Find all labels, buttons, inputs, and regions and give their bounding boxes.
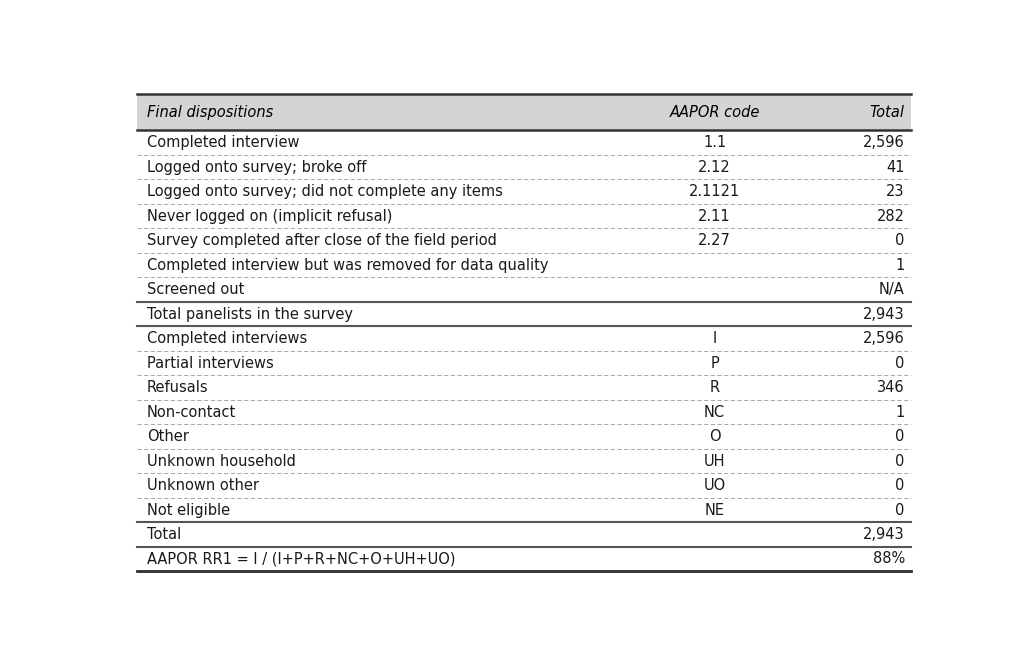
- Text: NC: NC: [704, 405, 725, 420]
- Text: 0: 0: [895, 478, 905, 493]
- Text: I: I: [712, 331, 717, 346]
- Text: Final dispositions: Final dispositions: [147, 105, 273, 120]
- Text: N/A: N/A: [879, 282, 905, 297]
- Text: 1.1: 1.1: [703, 135, 726, 150]
- Text: Never logged on (implicit refusal): Never logged on (implicit refusal): [147, 209, 392, 224]
- Text: Survey completed after close of the field period: Survey completed after close of the fiel…: [147, 233, 497, 248]
- Text: Logged onto survey; broke off: Logged onto survey; broke off: [147, 160, 366, 175]
- Text: 23: 23: [886, 184, 905, 199]
- Text: Total: Total: [870, 105, 905, 120]
- Text: 41: 41: [886, 160, 905, 175]
- Text: 282: 282: [877, 209, 905, 224]
- Text: 2,943: 2,943: [863, 527, 905, 542]
- Text: Completed interview: Completed interview: [147, 135, 300, 150]
- Bar: [137, 95, 911, 130]
- Text: 0: 0: [895, 355, 905, 370]
- Text: Non-contact: Non-contact: [147, 405, 236, 420]
- Text: 2,596: 2,596: [863, 135, 905, 150]
- Text: Total: Total: [147, 527, 181, 542]
- Text: AAPOR code: AAPOR code: [669, 105, 760, 120]
- Text: Completed interview but was removed for data quality: Completed interview but was removed for …: [147, 258, 548, 273]
- Text: 0: 0: [895, 454, 905, 469]
- Text: 2.11: 2.11: [699, 209, 730, 224]
- Bar: [137, 130, 911, 571]
- Text: Logged onto survey; did not complete any items: Logged onto survey; did not complete any…: [147, 184, 502, 199]
- Text: Screened out: Screened out: [147, 282, 244, 297]
- Text: Partial interviews: Partial interviews: [147, 355, 274, 370]
- Text: 2,943: 2,943: [863, 306, 905, 321]
- Text: Unknown other: Unknown other: [147, 478, 259, 493]
- Text: 2.27: 2.27: [698, 233, 731, 248]
- Text: 1: 1: [895, 258, 905, 273]
- Text: 0: 0: [895, 233, 905, 248]
- Text: UH: UH: [704, 454, 725, 469]
- Text: AAPOR RR1 = I / (I+P+R+NC+O+UH+UO): AAPOR RR1 = I / (I+P+R+NC+O+UH+UO): [147, 552, 455, 567]
- Text: R: R: [710, 380, 719, 395]
- Text: 346: 346: [877, 380, 905, 395]
- Text: Unknown household: Unknown household: [147, 454, 296, 469]
- Text: 2.1121: 2.1121: [688, 184, 741, 199]
- Text: 1: 1: [895, 405, 905, 420]
- Text: NE: NE: [705, 503, 724, 518]
- Text: UO: UO: [704, 478, 725, 493]
- Text: Not eligible: Not eligible: [147, 503, 230, 518]
- Text: O: O: [709, 429, 720, 444]
- Text: 2.12: 2.12: [698, 160, 731, 175]
- Text: Total panelists in the survey: Total panelists in the survey: [147, 306, 353, 321]
- Text: 0: 0: [895, 503, 905, 518]
- Text: Completed interviews: Completed interviews: [147, 331, 307, 346]
- Text: 2,596: 2,596: [863, 331, 905, 346]
- Text: P: P: [710, 355, 719, 370]
- Text: 0: 0: [895, 429, 905, 444]
- Text: Other: Other: [147, 429, 189, 444]
- Text: 88%: 88%: [873, 552, 905, 567]
- Text: Refusals: Refusals: [147, 380, 209, 395]
